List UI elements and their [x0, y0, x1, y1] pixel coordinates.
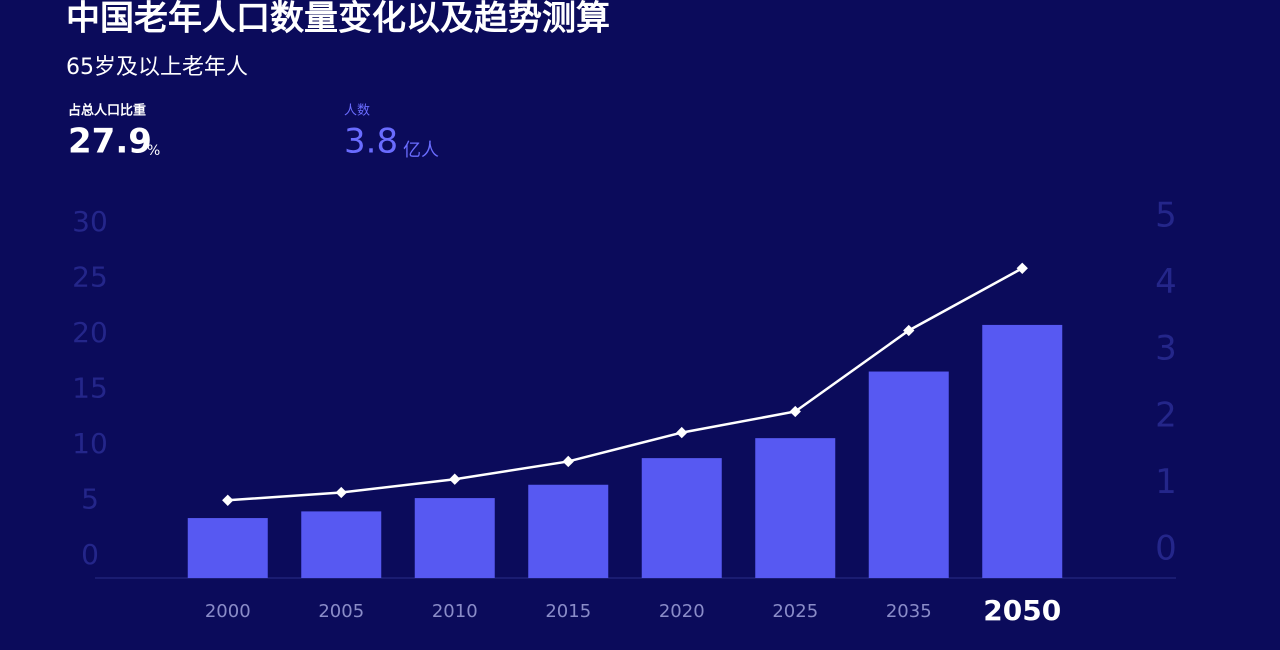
- y-tick-label: 20: [72, 316, 108, 349]
- bar: [187, 518, 268, 578]
- x-tick-label: 2000: [205, 601, 251, 622]
- line: [227, 267, 1023, 502]
- stat-value: 27.9: [68, 122, 152, 162]
- x-tick-label: 2010: [432, 601, 478, 622]
- x-tick-label: 2050: [983, 594, 1061, 627]
- stat-label: 占总人口比重: [68, 103, 146, 119]
- chart-title: 中国老年人口数量变化以及趋势测算: [66, 0, 610, 39]
- y2-tick-label: 0: [1155, 529, 1177, 569]
- x-tick-label: 2015: [545, 601, 591, 622]
- y-tick-label: 15: [72, 372, 108, 405]
- bar: [755, 438, 836, 578]
- point: [562, 455, 574, 468]
- y2-tick-label: 1: [1155, 462, 1177, 502]
- bar: [868, 371, 949, 578]
- bar: [414, 498, 495, 578]
- bar: [982, 324, 1063, 578]
- chart-subtitle: 65岁及以上老年人: [66, 55, 248, 80]
- x-tick-label: 2020: [659, 601, 705, 622]
- y2-tick-label: 4: [1155, 262, 1177, 302]
- point: [676, 426, 688, 439]
- bar: [528, 484, 609, 578]
- stat-value: 3.8: [344, 122, 398, 162]
- stat-unit: %: [147, 143, 160, 159]
- point: [903, 324, 915, 337]
- point: [222, 494, 234, 506]
- y2-tick-label: 5: [1155, 196, 1177, 236]
- y-tick-label: 0: [81, 538, 99, 571]
- y2-tick-label: 2: [1155, 395, 1177, 435]
- stat-label: 人数: [344, 104, 370, 119]
- y2-tick-label: 3: [1155, 329, 1177, 369]
- bar: [301, 511, 382, 578]
- y-tick-label: 5: [81, 483, 99, 516]
- point: [789, 405, 801, 418]
- point: [335, 486, 347, 499]
- point: [449, 473, 461, 485]
- point: [1016, 262, 1028, 274]
- stat-unit: 亿人: [403, 140, 439, 161]
- y-tick-label: 25: [72, 261, 108, 294]
- bar: [641, 458, 722, 578]
- x-tick-label: 2025: [772, 601, 818, 622]
- x-tick-label: 2035: [886, 601, 932, 622]
- y-tick-label: 30: [72, 205, 108, 238]
- y-tick-label: 10: [72, 427, 108, 460]
- x-tick-label: 2005: [318, 601, 364, 622]
